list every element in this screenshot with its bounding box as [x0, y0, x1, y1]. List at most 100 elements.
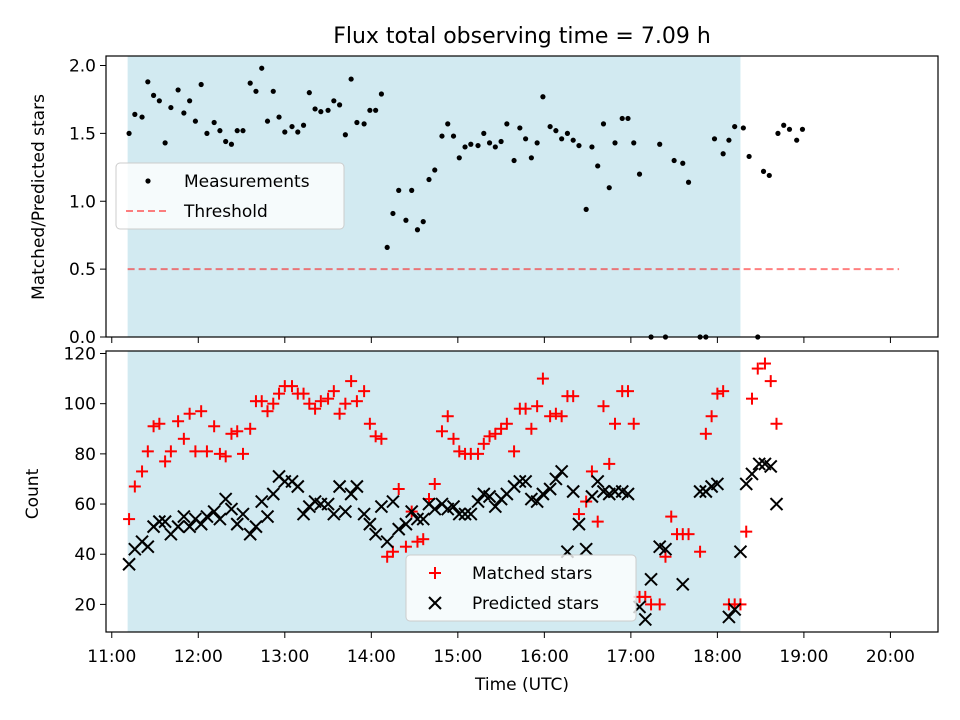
- matched-star-point: [699, 427, 712, 440]
- matched-star-point: [123, 513, 136, 526]
- measurement-point: [150, 92, 157, 98]
- predicted-star-point: [380, 534, 394, 549]
- matched-star-point: [694, 545, 707, 558]
- count-panel-frame: [105, 350, 939, 633]
- matched-star-point: [183, 407, 196, 420]
- measurement-point: [726, 137, 732, 143]
- matched-star-point: [381, 550, 394, 563]
- count-y-tick-label: 60: [74, 495, 96, 515]
- ratio-y-tick-label: 1.0: [69, 192, 96, 212]
- measurement-point: [361, 121, 367, 127]
- predicted-star-point: [399, 517, 413, 531]
- matched-star-point: [544, 410, 557, 423]
- measurement-point: [247, 80, 253, 86]
- predicted-star-point: [182, 519, 197, 534]
- measurement-point: [432, 167, 438, 173]
- matched-star-point: [213, 447, 226, 460]
- count-y-tick-label: 120: [64, 345, 96, 365]
- matched-star-point: [447, 432, 460, 445]
- measurement-point: [547, 123, 553, 130]
- x-tick-label: 11:00: [87, 647, 136, 667]
- predicted-star-point: [585, 489, 599, 504]
- matched-star-point: [764, 375, 777, 388]
- matched-star-point: [345, 375, 358, 388]
- predicted-star-point: [452, 507, 466, 521]
- measurement-point: [523, 136, 529, 142]
- matched-star-point: [591, 515, 604, 528]
- predicted-star-point: [658, 542, 673, 556]
- measurement-point: [799, 126, 806, 132]
- measurement-point: [348, 76, 354, 82]
- legend-measurement-label: Measurements: [184, 172, 310, 192]
- matched-star-point: [428, 477, 441, 490]
- predicted-star-point: [554, 464, 569, 479]
- measurement-point: [390, 210, 396, 217]
- measurement-point: [264, 118, 271, 124]
- count-y-tick-label: 20: [74, 595, 96, 615]
- count-legend: Matched stars Predicted stars: [405, 554, 637, 622]
- matched-star-point: [603, 457, 616, 470]
- measurement-point: [420, 219, 426, 225]
- predicted-star-points: [122, 457, 784, 627]
- measurement-point: [462, 144, 468, 150]
- measurement-point: [481, 130, 487, 136]
- legend-matched-label: Matched stars: [472, 564, 592, 584]
- predicted-star-point: [513, 474, 527, 489]
- matched-star-point: [225, 427, 238, 440]
- measurement-point: [625, 115, 631, 122]
- measurement-point: [583, 206, 589, 212]
- legend-predicted-marker: [428, 596, 442, 610]
- matched-star-point: [411, 535, 424, 548]
- predicted-star-point: [482, 489, 497, 504]
- measurement-point: [456, 155, 462, 161]
- measurement-point: [468, 141, 474, 147]
- measurement-point: [475, 142, 481, 149]
- matched-star-point: [363, 417, 376, 430]
- measurement-point: [528, 155, 534, 161]
- predicted-star-point: [769, 497, 784, 511]
- matched-star-point: [609, 417, 622, 430]
- x-tick-label: 15:00: [433, 647, 482, 667]
- measurement-point: [775, 130, 781, 136]
- matched-star-point: [261, 405, 274, 418]
- measurement-point: [132, 111, 138, 117]
- matched-star-point: [441, 410, 454, 423]
- matched-star-point: [189, 445, 202, 458]
- predicted-star-point: [152, 514, 167, 529]
- predicted-star-point: [194, 517, 208, 531]
- measurement-point: [740, 125, 746, 131]
- measurement-point: [367, 107, 373, 113]
- predicted-star-point: [243, 527, 257, 541]
- predicted-star-point: [530, 494, 544, 509]
- count-y-tick-label: 80: [74, 445, 96, 465]
- matched-star-point: [153, 417, 166, 430]
- matched-star-point: [489, 427, 502, 440]
- ratio-gridless-ticks: 0.0 0.5 1.0 1.5 2.0: [69, 57, 891, 348]
- predicted-star-point: [338, 504, 353, 519]
- measurement-point: [636, 171, 643, 177]
- matched-star-point: [567, 390, 580, 403]
- matched-star-point: [350, 395, 363, 408]
- measurement-point: [540, 94, 546, 100]
- matched-star-point: [453, 445, 466, 458]
- predicted-star-point: [471, 494, 485, 509]
- matched-star-point: [495, 422, 508, 435]
- measurement-point: [794, 137, 800, 143]
- predicted-star-point: [621, 487, 635, 501]
- predicted-star-point: [536, 487, 550, 501]
- matched-star-point: [477, 437, 490, 450]
- matched-star-point: [417, 533, 430, 546]
- predicted-star-point: [224, 502, 239, 516]
- matched-star-point: [555, 410, 568, 423]
- measurement-point: [600, 121, 607, 127]
- x-tick-label: 17:00: [606, 647, 655, 667]
- predicted-star-point: [710, 477, 725, 491]
- matched-star-point: [549, 407, 562, 420]
- measurement-point: [253, 88, 259, 94]
- measurement-point: [517, 125, 523, 131]
- x-axis-label: Time (UTC): [474, 675, 569, 695]
- predicted-star-point: [764, 459, 778, 474]
- measurement-point: [168, 104, 174, 111]
- matched-star-point: [219, 450, 232, 463]
